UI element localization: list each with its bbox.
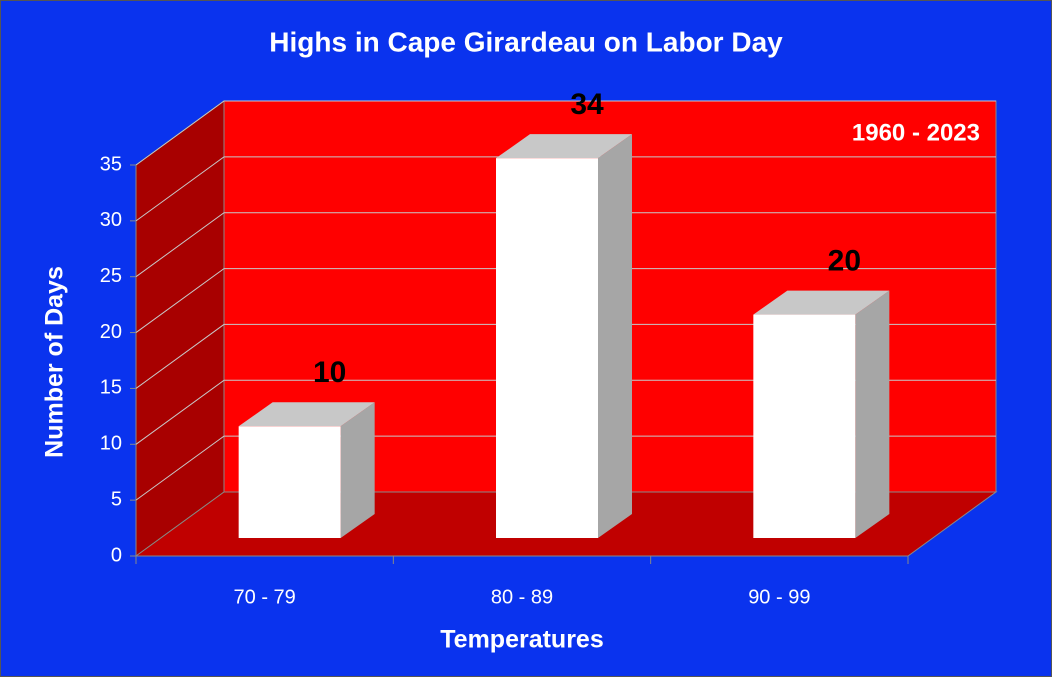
x-axis-title: Temperatures xyxy=(440,626,604,654)
grid-line xyxy=(135,379,996,445)
y-tick-label: 15 xyxy=(100,377,122,399)
y-tick-label: 30 xyxy=(100,209,122,231)
y-tick-label: 10 xyxy=(100,433,122,455)
bar-side xyxy=(855,290,890,538)
chart-title: Highs in Cape Girardeau on Labor Day xyxy=(269,26,783,57)
y-tick-label: 5 xyxy=(111,488,122,510)
grid-line xyxy=(135,100,996,166)
bar-top xyxy=(753,290,890,315)
y-axis-title: Number of Days xyxy=(41,266,69,458)
bar xyxy=(496,158,598,538)
grid-line xyxy=(135,212,996,278)
x-tick-label: 70 - 79 xyxy=(234,586,296,608)
annotation: 1960 - 2023 xyxy=(852,119,980,146)
bar-top xyxy=(496,134,632,159)
x-tick-label: 80 - 89 xyxy=(491,586,553,608)
y-tick-label: 35 xyxy=(100,153,122,175)
bar xyxy=(238,426,341,538)
bar xyxy=(753,314,856,538)
value-label: 10 xyxy=(313,356,346,389)
y-tick-label: 20 xyxy=(100,321,122,343)
y-tick-label: 25 xyxy=(100,265,122,287)
grid-line xyxy=(135,268,996,333)
side-wall xyxy=(135,100,225,557)
y-tick-label: 0 xyxy=(111,544,122,566)
grid-line xyxy=(135,323,996,389)
value-label: 34 xyxy=(570,88,604,121)
bar-side xyxy=(598,134,632,538)
grid-line xyxy=(135,435,996,501)
value-label: 20 xyxy=(828,244,861,277)
x-tick-label: 90 - 99 xyxy=(748,586,810,608)
bar-side xyxy=(340,402,375,538)
bar-top xyxy=(238,402,375,427)
grid-line xyxy=(135,156,996,222)
